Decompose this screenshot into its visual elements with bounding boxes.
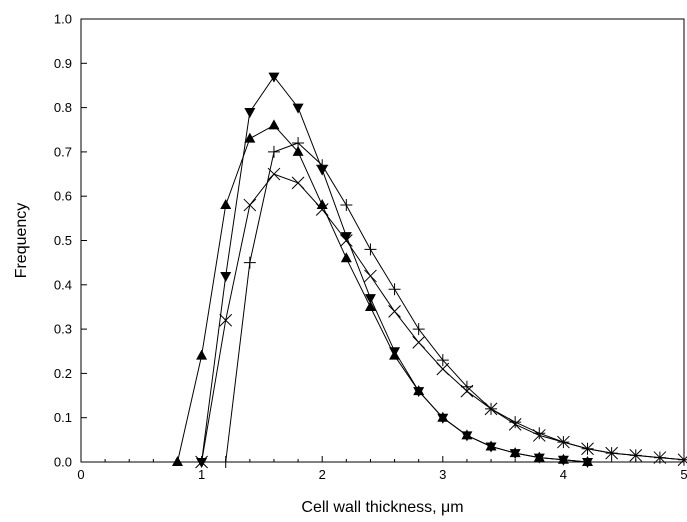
y-tick-label: 0.8	[54, 100, 72, 115]
data-point	[315, 203, 329, 216]
data-point	[582, 458, 594, 468]
y-tick-label: 0.6	[54, 189, 72, 204]
data-point	[339, 234, 353, 247]
x-tick-label: 3	[439, 467, 446, 482]
x-tick-label: 1	[198, 467, 205, 482]
data-point	[629, 449, 643, 462]
x-tick-label: 0	[77, 467, 84, 482]
y-tick-label: 0.5	[54, 233, 72, 248]
data-point	[171, 456, 183, 466]
series-2-line	[201, 75, 588, 463]
data-point	[219, 456, 232, 468]
y-tick-label: 1.0	[54, 12, 72, 27]
data-point	[267, 167, 281, 181]
data-point	[340, 252, 352, 263]
data-point	[388, 283, 401, 296]
plot-border	[80, 18, 685, 463]
y-tick-label: 0.1	[54, 410, 72, 425]
data-point	[195, 455, 208, 469]
series-2	[196, 72, 594, 468]
data-point	[268, 119, 280, 130]
data-point	[508, 417, 522, 431]
data-point	[292, 103, 304, 114]
series-3-line	[225, 142, 685, 463]
data-point	[581, 442, 594, 456]
data-point	[484, 402, 498, 416]
data-point	[292, 137, 305, 150]
data-point	[196, 349, 208, 360]
data-point	[268, 72, 280, 83]
data-point	[437, 413, 449, 424]
data-point	[316, 199, 328, 210]
data-point	[244, 108, 256, 119]
data-point	[605, 446, 618, 460]
data-point	[220, 199, 232, 210]
x-axis: 0 1 2 3 4 5	[77, 456, 687, 482]
data-point	[412, 323, 425, 336]
data-point	[291, 176, 305, 190]
y-tick-label: 0.4	[54, 277, 72, 292]
data-point	[509, 449, 521, 460]
data-point	[243, 198, 257, 212]
data-point	[340, 232, 352, 243]
series-4	[195, 167, 687, 469]
data-point	[364, 300, 376, 311]
data-point	[364, 269, 377, 283]
y-tick-label: 0.7	[54, 144, 72, 159]
data-point	[460, 384, 474, 398]
data-point	[436, 362, 450, 376]
plot-area	[80, 18, 685, 463]
data-point	[461, 431, 473, 442]
x-tick-label: 4	[560, 467, 567, 482]
y-axis-label: Frequency	[13, 203, 30, 279]
data-point	[677, 453, 687, 467]
series-3	[219, 137, 687, 468]
series-1	[171, 119, 594, 466]
data-point	[316, 159, 329, 172]
y-tick-label: 0.0	[54, 455, 72, 470]
data-point	[364, 294, 376, 305]
x-tick-label: 2	[319, 467, 326, 482]
data-point	[267, 145, 280, 158]
series-layer	[171, 72, 687, 469]
data-point	[557, 435, 570, 449]
data-point	[532, 429, 546, 442]
data-point	[219, 313, 233, 327]
data-point	[412, 336, 426, 349]
data-point	[485, 442, 497, 453]
y-tick-label: 0.3	[54, 322, 72, 337]
x-tick-label: 5	[680, 467, 687, 482]
data-point	[243, 256, 256, 269]
data-point	[292, 145, 304, 156]
data-point	[653, 451, 667, 464]
data-point	[557, 455, 569, 466]
data-point	[196, 458, 208, 468]
data-point	[244, 132, 256, 143]
x-axis-label: Cell wall thickness, μm	[301, 499, 463, 516]
data-point	[436, 354, 449, 367]
data-point	[220, 271, 232, 282]
data-point	[364, 243, 377, 256]
y-axis: 0.0 0.1 0.2 0.3 0.4 0.5 0.6 0.7 0.8 0.9 1.0	[54, 12, 87, 470]
data-point	[533, 453, 545, 464]
y-tick-label: 0.2	[54, 366, 72, 381]
y-tick-label: 0.9	[54, 56, 72, 71]
data-point	[340, 199, 353, 212]
data-point	[388, 305, 401, 318]
data-point	[389, 347, 401, 358]
data-point	[413, 387, 425, 398]
